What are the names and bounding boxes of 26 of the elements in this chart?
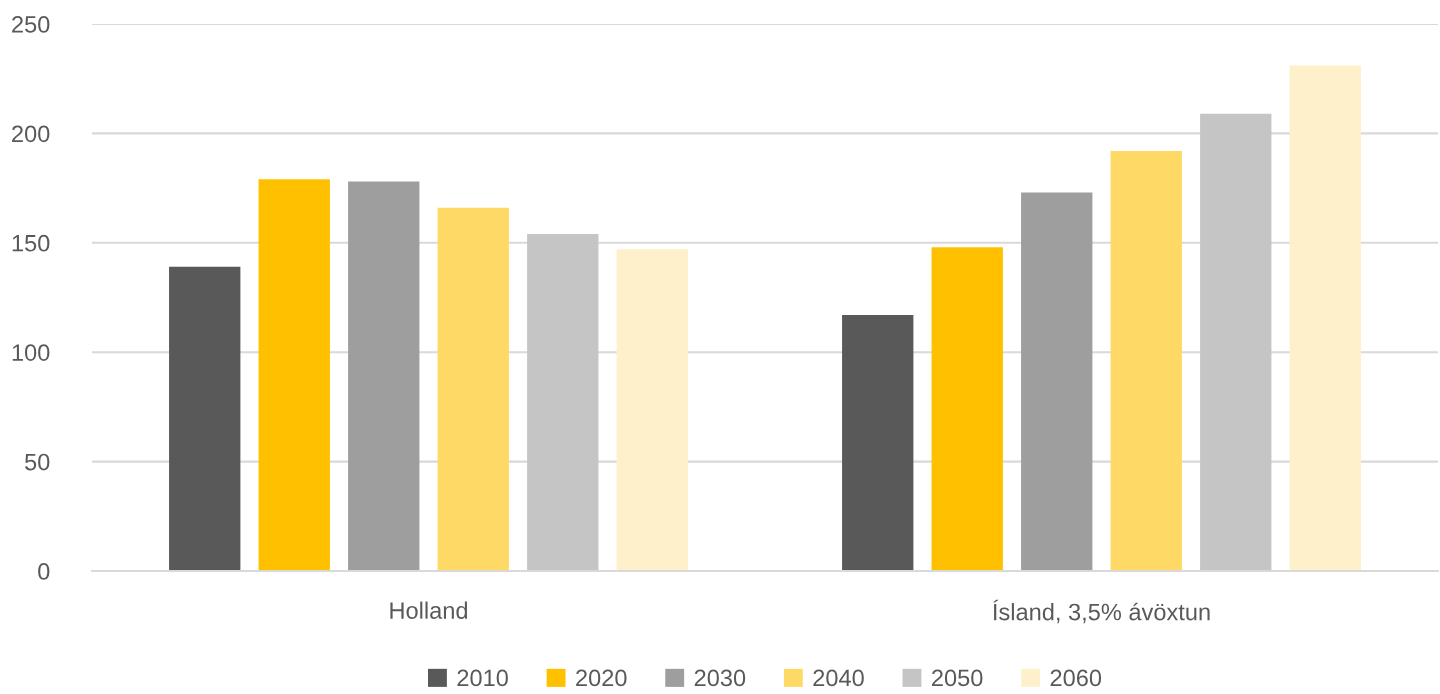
- y-tick-label: 150: [12, 234, 50, 252]
- bar: [931, 247, 1003, 571]
- bar: [616, 249, 688, 571]
- bar: [258, 179, 330, 571]
- y-tick-label: 100: [12, 344, 50, 361]
- x-tick-label: Holland: [390, 601, 468, 619]
- bar: [348, 181, 420, 571]
- bar: [1200, 113, 1272, 571]
- bar: [1021, 192, 1093, 571]
- y-tick-label: 50: [25, 453, 50, 471]
- bar: [1110, 150, 1182, 571]
- bar: [842, 315, 914, 571]
- bar: [437, 207, 509, 571]
- x-tick-label: Ísland, 3,5% ávöxtun: [993, 599, 1210, 624]
- legend-label: 2030: [694, 669, 746, 687]
- legend-label: 2040: [813, 669, 864, 687]
- y-tick-label: 0: [38, 563, 50, 580]
- legend-label: 2020: [576, 669, 627, 687]
- legend-label: 2060: [1050, 669, 1102, 687]
- legend-label: 2050: [932, 669, 983, 687]
- y-tick-label: 250: [12, 16, 50, 33]
- bar: [1289, 65, 1361, 571]
- legend-label: 2010: [457, 669, 508, 687]
- bar: [527, 234, 599, 571]
- y-tick-label: 200: [12, 125, 50, 143]
- bar: [169, 266, 241, 571]
